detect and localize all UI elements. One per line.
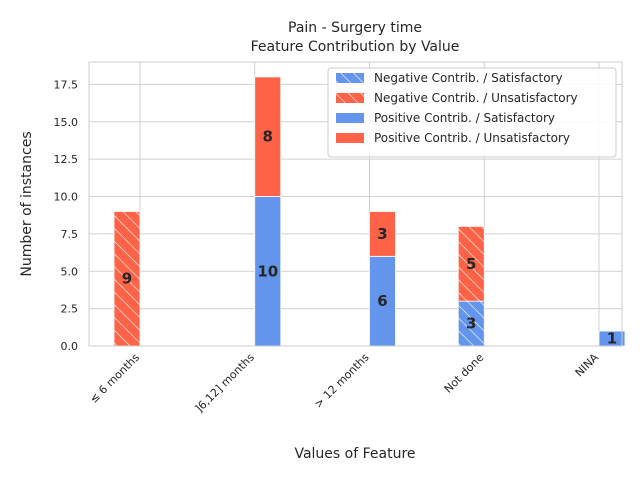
x-axis-ticks: ≤ 6 months ]6,12] months > 12 months Not do…	[87, 351, 601, 416]
data-label: 3	[466, 315, 476, 333]
x-tick-label: ]6,12] months	[193, 351, 258, 416]
data-label: 5	[466, 255, 476, 273]
y-tick-label: 12.5	[54, 153, 79, 166]
y-tick-label: 0.0	[61, 340, 79, 353]
data-label: 9	[122, 270, 132, 288]
bar-hatch	[458, 226, 485, 302]
bar-positive-satisfactory	[369, 255, 396, 347]
plot-area-frame	[88, 61, 623, 347]
legend-entry: Negative Contrib. / Satisfactory	[374, 71, 563, 85]
chart-title: Pain - Surgery time	[288, 20, 422, 36]
y-tick-label: 10.0	[54, 191, 79, 204]
legend-entry: Positive Contrib. / Satisfactory	[374, 111, 555, 125]
legend-entry: Negative Contrib. / Unsatisfactory	[374, 91, 578, 105]
legend: Negative Contrib. / Satisfactory Negative…	[327, 67, 617, 158]
chart-subtitle: Feature Contribution by Value	[251, 39, 460, 55]
y-tick-label: 7.5	[61, 228, 79, 241]
legend-entry: Positive Contrib. / Unsatisfactory	[374, 131, 570, 145]
data-label: 10	[257, 262, 278, 280]
legend-box	[327, 67, 617, 158]
y-axis-ticks: 0.0 2.5 5.0 7.5 10.0 12.5 15.0 17.5	[54, 78, 79, 353]
legend-swatch-hatch	[336, 73, 364, 83]
bar-positive-unsatisfactory	[254, 76, 282, 197]
legend-swatch-hatch	[336, 93, 364, 103]
x-tick-label: Not done	[442, 351, 487, 396]
data-labels: 9 10 8 6 3 3 5 1	[122, 128, 617, 348]
bar-hatch	[458, 301, 485, 346]
y-tick-label: 15.0	[54, 116, 79, 129]
data-label: 1	[607, 330, 617, 348]
x-tick-label: ≤ 6 months	[87, 351, 142, 406]
legend-swatch	[336, 113, 364, 123]
data-label: 6	[377, 292, 387, 310]
y-tick-label: 17.5	[54, 78, 79, 91]
y-tick-label: 5.0	[61, 265, 79, 278]
y-tick-label: 2.5	[61, 303, 79, 316]
x-tick-label: > 12 months	[312, 351, 372, 411]
legend-swatch	[336, 133, 364, 143]
data-label: 3	[377, 225, 387, 243]
bars	[113, 76, 626, 347]
bar-positive-unsatisfactory	[369, 211, 396, 257]
data-label: 8	[263, 128, 273, 146]
x-axis-title: Values of Feature	[294, 446, 415, 462]
x-tick-label: NINA	[573, 351, 602, 380]
bar-hatch	[114, 211, 140, 346]
y-axis-title: Number of instances	[19, 131, 35, 276]
